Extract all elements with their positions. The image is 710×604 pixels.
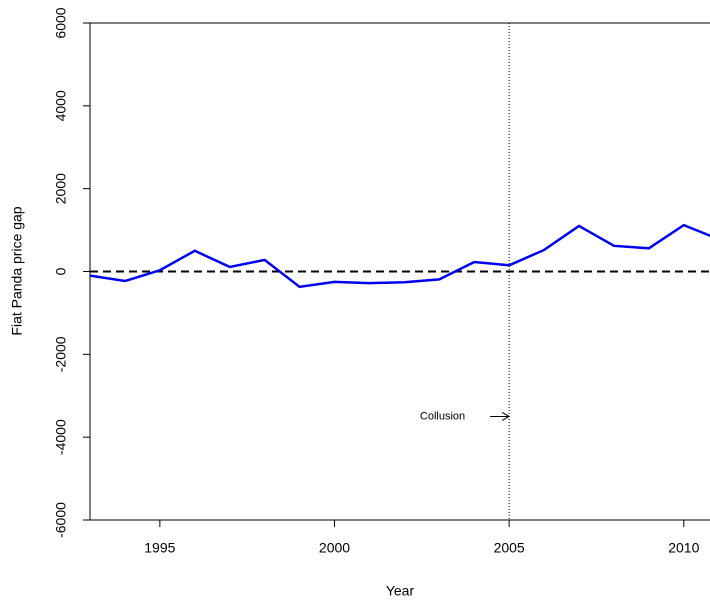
plot-area [90, 23, 710, 520]
x-tick-label: 2000 [319, 540, 350, 556]
y-tick-label: -6000 [53, 502, 69, 538]
y-tick-label: -2000 [53, 336, 69, 372]
x-tick-label: 1995 [144, 540, 175, 556]
y-tick-label: -4000 [53, 419, 69, 455]
x-tick-label: 2005 [494, 540, 525, 556]
y-tick-label: 6000 [53, 7, 69, 38]
x-axis-label: Year [386, 583, 415, 599]
annotation-arrow [490, 412, 511, 421]
y-tick-label: 0 [53, 267, 69, 275]
y-axis-label: Fiat Panda price gap [9, 206, 25, 335]
x-tick-label: 2010 [668, 540, 699, 556]
y-tick-label: 2000 [53, 173, 69, 204]
annotation-text: Collusion [420, 410, 465, 422]
series-line [90, 223, 710, 289]
y-tick-label: 4000 [53, 90, 69, 121]
